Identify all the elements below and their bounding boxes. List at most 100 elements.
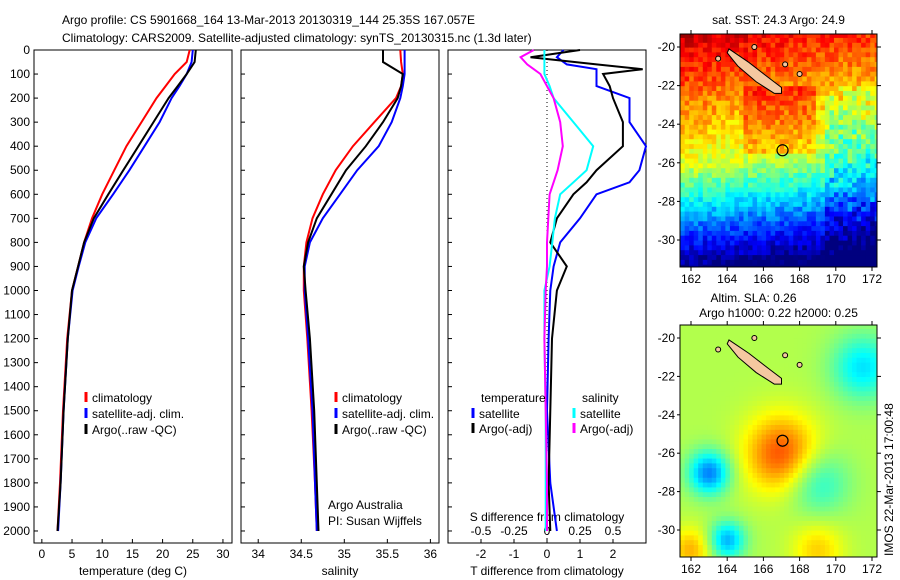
map-cell <box>861 434 867 440</box>
map-cell <box>884 81 889 86</box>
map-cell <box>838 133 844 140</box>
map-cell <box>693 438 699 445</box>
map-cell <box>847 448 853 454</box>
map-cell <box>693 525 699 531</box>
map-cell <box>788 386 794 392</box>
map-cell <box>811 534 817 541</box>
map-cell <box>725 371 731 377</box>
map-cell <box>788 215 794 222</box>
map-cell <box>739 482 745 488</box>
map-cell <box>743 47 749 53</box>
map-cell <box>720 114 726 120</box>
map-cell <box>793 100 799 106</box>
map-cell <box>711 347 717 353</box>
map-cell <box>788 530 794 536</box>
map-cell <box>757 167 763 173</box>
map-cell <box>707 376 713 382</box>
map-cell <box>820 47 826 53</box>
map-cell <box>784 419 790 425</box>
map-cell <box>689 37 695 43</box>
map-cell <box>757 525 763 531</box>
map-cell <box>843 496 849 502</box>
map-cell <box>806 352 812 358</box>
map-cell <box>856 76 862 82</box>
map-cell <box>752 342 758 349</box>
map-cell <box>720 486 726 493</box>
map-cell <box>838 438 844 445</box>
map-cell <box>729 371 735 377</box>
map-cell <box>743 501 749 507</box>
map-cell <box>770 254 776 260</box>
map-cell <box>734 443 740 449</box>
map-cell <box>811 61 817 67</box>
map-cell <box>779 491 785 497</box>
map-cell <box>806 520 812 526</box>
map-cell <box>788 220 794 227</box>
map-cell <box>829 153 835 159</box>
map-cell <box>861 264 867 267</box>
map-cell <box>870 182 876 188</box>
map-cell <box>824 61 830 67</box>
map-cell <box>739 410 745 416</box>
map-cell <box>707 191 713 198</box>
map-box <box>679 33 878 268</box>
map-cell <box>725 124 731 130</box>
map-cell <box>802 71 808 77</box>
map-cell <box>820 95 826 101</box>
map-cell <box>702 352 708 358</box>
map-cell <box>680 56 686 62</box>
map-cell <box>874 51 877 58</box>
map-cell <box>716 235 722 241</box>
map-cell <box>843 148 849 154</box>
map-cell <box>766 386 772 392</box>
map-cell <box>852 254 858 260</box>
map-cell <box>761 182 767 188</box>
map-cell <box>680 61 686 67</box>
map-cell <box>707 381 713 387</box>
map-cell <box>775 534 781 541</box>
map-cell <box>847 138 853 145</box>
map-cell <box>829 143 835 149</box>
map-cell <box>806 264 812 267</box>
map-cell <box>779 357 785 363</box>
map-cell <box>689 177 695 183</box>
map-cell <box>793 482 799 488</box>
map-cell <box>693 434 699 440</box>
map-cell <box>838 138 844 145</box>
map-cell <box>711 90 717 96</box>
map-cell <box>834 333 840 339</box>
map-cell <box>838 376 844 382</box>
map-cell <box>802 104 808 111</box>
map-cell <box>884 134 889 139</box>
map-cell <box>824 244 830 251</box>
map-cell <box>748 143 754 149</box>
map-cell <box>870 177 876 183</box>
map-cell <box>775 61 781 67</box>
map-cell <box>689 472 695 478</box>
map-cell <box>811 76 817 82</box>
map-cell <box>689 201 695 207</box>
map-cell <box>811 220 817 227</box>
map-cell <box>811 554 817 557</box>
map-cell <box>861 215 867 222</box>
map-cell <box>843 366 849 373</box>
map-cell <box>843 138 849 145</box>
map-cell <box>693 119 699 125</box>
map-cell <box>874 352 877 358</box>
map-cell <box>684 182 690 188</box>
map-cell <box>861 325 867 329</box>
map-cell <box>861 230 867 236</box>
map-cell <box>684 325 690 329</box>
y-tick-label: -28 <box>658 485 676 499</box>
map-cell <box>761 61 767 67</box>
map-cell <box>865 429 871 435</box>
map-cell <box>847 443 853 449</box>
x-tick-label: 20 <box>156 547 170 561</box>
map-cell <box>861 186 867 193</box>
map-cell <box>861 249 867 256</box>
map-cell <box>856 95 862 101</box>
map-cell <box>707 85 713 91</box>
map-cell <box>698 172 704 178</box>
map-cell <box>824 158 830 164</box>
map-cell <box>702 66 708 72</box>
